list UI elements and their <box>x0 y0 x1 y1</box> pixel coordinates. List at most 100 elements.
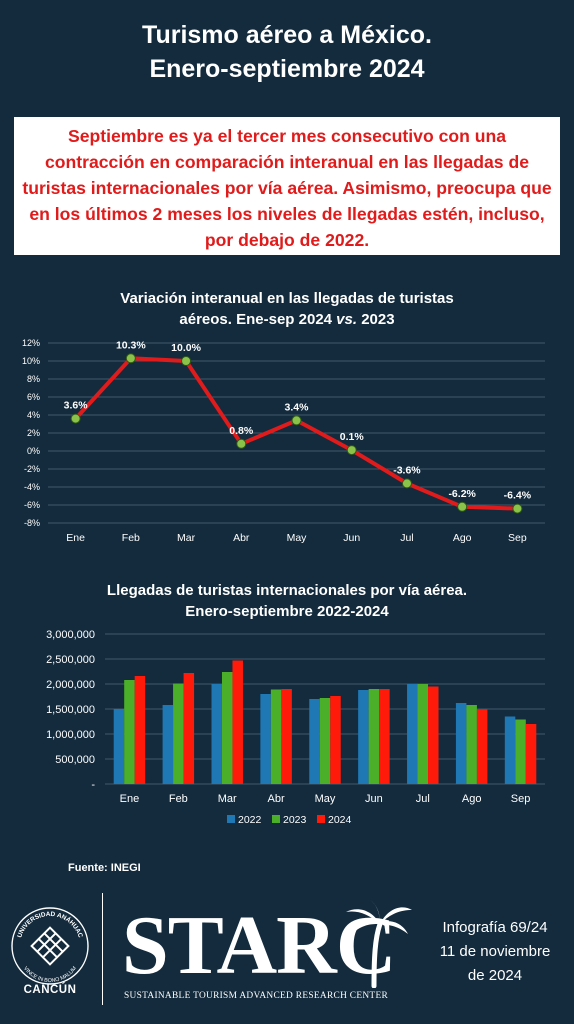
bar-chart-bar <box>358 690 369 784</box>
line-chart-point <box>125 353 136 364</box>
line-chart-point <box>457 501 468 512</box>
bar-chart-bar <box>504 716 516 784</box>
bar-chart-bar <box>417 684 429 784</box>
bar-chart-x-tick: Feb <box>169 793 188 805</box>
line-chart-data-label: 3.6% <box>64 400 89 412</box>
bar-chart-bar <box>173 683 184 784</box>
line-chart-data-label: 0.8% <box>229 425 254 437</box>
line-chart-y-tick: -4% <box>24 482 40 492</box>
bar-chart-x-tick: Mar <box>218 793 237 805</box>
line-chart-data-label: 10.0% <box>171 342 201 354</box>
line-chart-x-tick: Sep <box>508 532 527 544</box>
line-chart-y-tick: 6% <box>27 392 40 402</box>
bar-chart-y-tick: - <box>91 779 95 791</box>
line-chart-x-tick: May <box>287 532 308 544</box>
bar-chart-x-tick: Jun <box>365 793 383 805</box>
line-chart-point <box>181 356 192 366</box>
line-chart: 12% 10% 8% 6% 4% 2% 0% -2% -4% -6% -8% Ene Feb Mar Abr… <box>22 338 545 544</box>
line-chart-title-line-1: Variación interanual en las llegadas de … <box>120 290 454 307</box>
line-chart-y-tick: 8% <box>27 374 40 384</box>
bar-chart-legend-swatch <box>317 815 325 823</box>
callout-box: Septiembre es ya el tercer mes consecuti… <box>14 117 560 255</box>
bar-chart-x-tick: Ago <box>462 793 482 805</box>
bar-chart-bar <box>466 705 477 784</box>
bar-chart-legend-label: 2022 <box>238 814 262 826</box>
palm-tree-icon <box>346 900 412 988</box>
bar-chart-bar <box>330 696 341 784</box>
line-chart-x-tick: Jun <box>343 532 360 544</box>
line-chart-title-part-2: aéreos. Ene-sep 2024 <box>179 311 337 328</box>
line-chart-data-label: 10.3% <box>116 339 146 351</box>
bar-chart-legend-swatch <box>227 815 235 823</box>
bar-chart-bar <box>281 689 292 784</box>
bar-chart-y-tick: 2,500,000 <box>46 654 95 666</box>
source-note: Fuente: INEGI <box>68 862 141 874</box>
line-chart-y-tick: -2% <box>24 464 40 474</box>
seal-inner-text: VINCE IN BONO MALUM <box>22 965 78 984</box>
bar-chart-x-tick: Jul <box>416 793 430 805</box>
bar-chart-bar <box>211 684 222 784</box>
line-chart-data-label: -3.6% <box>393 464 421 476</box>
infographic-info: Infografía 69/24 11 de noviembre de 2024 <box>420 916 570 988</box>
bar-chart-title: Llegadas de turistas internacionales por… <box>0 580 574 622</box>
line-chart-x-tick: Mar <box>177 532 196 544</box>
line-chart-data-label: 3.4% <box>285 401 310 413</box>
line-chart-data-label: -6.4% <box>504 490 532 502</box>
line-chart-y-tick: -6% <box>24 500 40 510</box>
bar-chart-y-tick: 1,000,000 <box>46 729 95 741</box>
campus-name: CANCÚN <box>23 984 77 996</box>
seal-outer-text: UNIVERSIDAD ANÁHUAC <box>16 911 84 939</box>
bar-chart-bar <box>113 709 125 784</box>
line-chart-point <box>70 413 81 424</box>
line-chart-x-tick: Abr <box>233 532 250 544</box>
line-chart-point <box>346 445 357 456</box>
page-title: Turismo aéreo a México. Enero-septiembre… <box>0 18 574 86</box>
line-chart-x-tick: Ago <box>453 532 472 544</box>
starc-logo-subtitle: SUSTAINABLE TOURISM ADVANCED RESEARCH CE… <box>124 991 389 1001</box>
bar-chart-y-tick: 2,000,000 <box>46 679 95 691</box>
line-chart-y-tick: -8% <box>24 518 40 528</box>
line-chart-series-line <box>74 356 518 511</box>
line-chart-data-label: 0.1% <box>340 431 365 443</box>
bar-chart-bar <box>309 699 320 784</box>
line-chart-y-tick: 4% <box>27 410 40 420</box>
line-chart-point <box>401 478 412 489</box>
bar-chart-bar <box>221 672 233 784</box>
bar-chart-bar <box>134 676 146 784</box>
bar-chart-bar <box>260 694 271 784</box>
line-chart-title-vs: vs. <box>336 311 358 328</box>
bar-chart-bar <box>319 698 331 784</box>
bar-chart-legend-label: 2023 <box>283 814 307 826</box>
bar-chart-bar <box>476 709 488 784</box>
bar-chart-bar <box>183 673 195 784</box>
starc-logo: STARC <box>122 899 396 992</box>
bar-chart-bar <box>162 705 174 784</box>
bar-chart-x-tick: Sep <box>511 793 531 805</box>
bar-chart-bar <box>232 660 243 784</box>
seal-emblem-icon <box>30 926 70 966</box>
bar-chart-title-line-2: Enero-septiembre 2022-2024 <box>185 603 389 620</box>
bar-chart-bar <box>455 703 467 784</box>
infographic-date-2: de 2024 <box>467 967 523 984</box>
line-chart-point <box>236 438 247 449</box>
line-chart-title: Variación interanual en las llegadas de … <box>0 288 574 330</box>
line-chart-y-tick: 2% <box>27 428 40 438</box>
bar-chart-x-tick: May <box>315 793 336 805</box>
bar-chart-bar <box>428 686 439 784</box>
bar-chart-legend-label: 2024 <box>328 814 352 826</box>
bar-chart-bar <box>515 719 526 784</box>
bar-chart-bar <box>368 689 380 784</box>
line-chart-y-tick: 10% <box>22 356 40 366</box>
bar-chart-y-tick: 1,500,000 <box>46 704 95 716</box>
bar-chart-bar <box>124 680 135 784</box>
line-chart-y-tick: 0% <box>27 446 40 456</box>
line-chart-x-tick: Feb <box>122 532 140 544</box>
svg-text:VINCE IN BONO MALUM: VINCE IN BONO MALUM <box>22 965 78 984</box>
title-line-1: Turismo aéreo a México. <box>142 21 432 49</box>
bar-chart-x-tick: Ene <box>120 793 140 805</box>
infographic-date-1: 11 de noviembre <box>439 943 551 960</box>
university-seal: UNIVERSIDAD ANÁHUAC VINCE IN BONO MALUM <box>11 907 89 985</box>
bar-chart-bar <box>270 689 282 784</box>
line-chart-title-part-3: 2023 <box>357 311 395 328</box>
line-chart-title-line-2: aéreos. Ene-sep 2024 vs. 2023 <box>0 309 574 330</box>
